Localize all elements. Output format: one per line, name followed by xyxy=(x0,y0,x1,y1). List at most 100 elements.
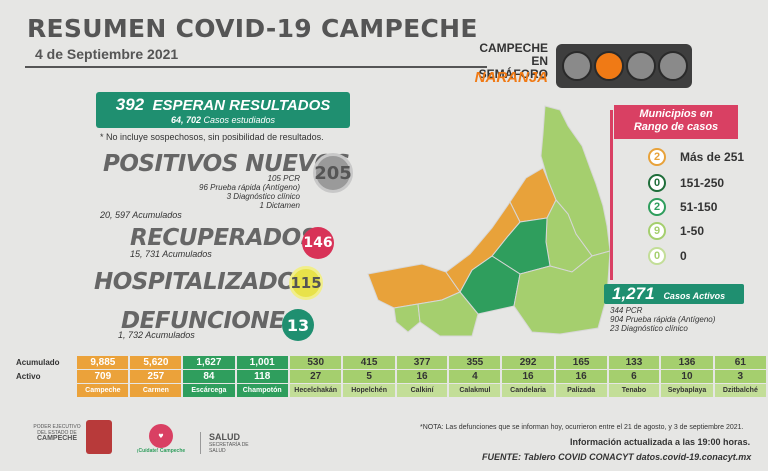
hospitalizados-circle: 115 xyxy=(289,266,323,300)
legend-count-0: 2 xyxy=(648,148,666,166)
table-cell: 1,627 xyxy=(183,356,235,369)
table-cell: 136 xyxy=(661,356,713,369)
legend-row-4: 0 0 xyxy=(648,247,687,265)
table-row-names: Campeche Carmen Escárcega Champotón Hece… xyxy=(16,384,766,397)
logo-gobierno-line3: CAMPECHE xyxy=(36,435,78,442)
recuperados-acumulados: 15, 731 Acumulados xyxy=(130,249,212,259)
empty-cell xyxy=(16,384,75,397)
esperan-number: 392 xyxy=(115,95,145,114)
update-time: Información actualizada a las 19:00 hora… xyxy=(570,437,751,447)
light-bulb-4 xyxy=(658,51,688,81)
footnote: * No incluye sospechosos, sin posibilida… xyxy=(100,132,324,142)
table-cell: 377 xyxy=(396,356,448,369)
activos-rapida: 904 Prueba rápida (Antígeno) xyxy=(610,315,716,324)
esperan-box: 392 ESPERAN RESULTADOS 64, 702 Casos est… xyxy=(96,92,350,128)
table-cell: 1,001 xyxy=(236,356,288,369)
legend-row-3: 9 1-50 xyxy=(648,222,704,240)
table-cell: 355 xyxy=(449,356,501,369)
salud-logo: SALUD SECRETARÍA DE SALUD xyxy=(200,432,260,454)
semaforo-line2: EN SEMÁFORO xyxy=(478,54,548,81)
municipios-table: Acumulado 9,885 5,620 1,627 1,001 530 41… xyxy=(14,355,768,398)
estudiados-label: Casos estudiados xyxy=(203,115,276,125)
table-row-activo: Activo 709 257 84 118 27 5 16 4 16 16 6 … xyxy=(16,370,766,383)
table-cell: 709 xyxy=(77,370,129,383)
table-cell: 16 xyxy=(396,370,448,383)
heart-icon: ♥ xyxy=(149,424,173,448)
table-cell: 84 xyxy=(183,370,235,383)
title-rule xyxy=(25,66,487,68)
salud-sub: SECRETARÍA DE SALUD xyxy=(209,442,249,454)
map-region-palizada xyxy=(393,303,421,333)
defunciones-acumulados: 1, 732 Acumulados xyxy=(118,330,195,340)
semaforo-label: CAMPECHE EN SEMÁFORO xyxy=(466,42,548,81)
municipio-name: Escárcega xyxy=(183,384,235,397)
table-cell: 5 xyxy=(343,370,395,383)
report-date: 4 de Septiembre 2021 xyxy=(35,46,179,62)
positivos-dictamen: 1 Dictamen xyxy=(259,201,300,210)
positivos-pcr: 105 PCR xyxy=(267,174,300,183)
legend-row-0: 2 Más de 251 xyxy=(648,148,744,166)
table-cell: 61 xyxy=(714,356,766,369)
coat-of-arms-icon xyxy=(86,420,112,454)
semaforo-line1: CAMPECHE xyxy=(479,41,548,55)
activos-detail: 344 PCR 904 Prueba rápida (Antígeno) 23 … xyxy=(610,306,715,333)
row-label-acumulado: Acumulado xyxy=(16,358,60,367)
municipio-name: Dzitbalché xyxy=(714,384,766,397)
logo-gobierno-line1: PODER EJECUTIVO xyxy=(33,424,81,430)
table-cell: 9,885 xyxy=(77,356,129,369)
semaforo-level: NARANJA xyxy=(474,69,548,86)
municipio-name: Calkiní xyxy=(396,384,448,397)
activos-clinico: 23 Diagnóstico clínico xyxy=(610,324,688,333)
positivos-acumulados: 20, 597 Acumulados xyxy=(100,210,182,220)
positivos-circle: 205 xyxy=(313,153,353,193)
light-bulb-1 xyxy=(562,51,592,81)
cuidate-text: ¡Cuídate! Campeche xyxy=(136,448,186,454)
legend-row-1: 0 151-250 xyxy=(648,174,724,192)
table-cell: 27 xyxy=(289,370,342,383)
municipio-name: Candelaria xyxy=(502,384,554,397)
defunciones-label: DEFUNCIONES xyxy=(121,308,301,334)
legend-range-0: Más de 251 xyxy=(680,150,745,164)
municipio-name: Hecelchakán xyxy=(289,384,342,397)
cuidate-logo: ♥ ¡Cuídate! Campeche xyxy=(136,424,186,454)
legend-count-2: 2 xyxy=(648,198,666,216)
legend-line xyxy=(610,110,613,280)
municipios-title-1: Municipios en xyxy=(639,108,713,120)
municipios-header: Municipios en Rango de casos xyxy=(614,105,738,139)
municipio-name: Seybaplaya xyxy=(661,384,713,397)
table-cell: 16 xyxy=(555,370,607,383)
table-cell: 133 xyxy=(608,356,660,369)
recuperados-circle: 146 xyxy=(302,227,334,259)
defunciones-note: *NOTA: Las defunciones que se informan h… xyxy=(420,424,744,431)
legend-range-2: 51-150 xyxy=(680,200,718,214)
municipio-name: Hopelchén xyxy=(343,384,395,397)
row-label-activo: Activo xyxy=(16,372,41,381)
positivos-rapida: 96 Prueba rápida (Antígeno) xyxy=(199,183,300,192)
logo-gobierno: PODER EJECUTIVO DEL ESTADO DE CAMPECHE xyxy=(32,424,82,442)
positivos-detail: 105 PCR 96 Prueba rápida (Antígeno) 3 Di… xyxy=(140,174,300,210)
activos-label: Casos Activos xyxy=(663,291,726,301)
table-cell: 10 xyxy=(661,370,713,383)
municipios-title-2: Rango de casos xyxy=(633,121,719,133)
table-cell: 118 xyxy=(236,370,288,383)
hospitalizados-label: HOSPITALIZADOS xyxy=(94,269,313,295)
campeche-map xyxy=(367,105,611,337)
traffic-light xyxy=(556,44,692,88)
legend-count-4: 0 xyxy=(648,247,666,265)
light-bulb-2 xyxy=(594,51,624,81)
legend-count-1: 0 xyxy=(648,174,666,192)
municipio-name: Calakmul xyxy=(449,384,501,397)
estudiados-number: 64, 702 xyxy=(170,115,201,125)
legend-range-1: 151-250 xyxy=(680,176,725,190)
map-region-candelaria xyxy=(417,291,479,337)
legend-count-3: 9 xyxy=(648,222,666,240)
table-cell: 530 xyxy=(289,356,342,369)
municipio-name: Carmen xyxy=(130,384,182,397)
salud-text: SALUD xyxy=(209,432,240,442)
legend-range-4: 0 xyxy=(680,249,687,263)
source: FUENTE: Tablero COVID CONACYT datos.covi… xyxy=(482,452,752,462)
table-cell: 292 xyxy=(502,356,554,369)
table-cell: 5,620 xyxy=(130,356,182,369)
positivos-label: POSITIVOS NUEVOS xyxy=(103,151,350,177)
municipio-name: Palizada xyxy=(555,384,607,397)
